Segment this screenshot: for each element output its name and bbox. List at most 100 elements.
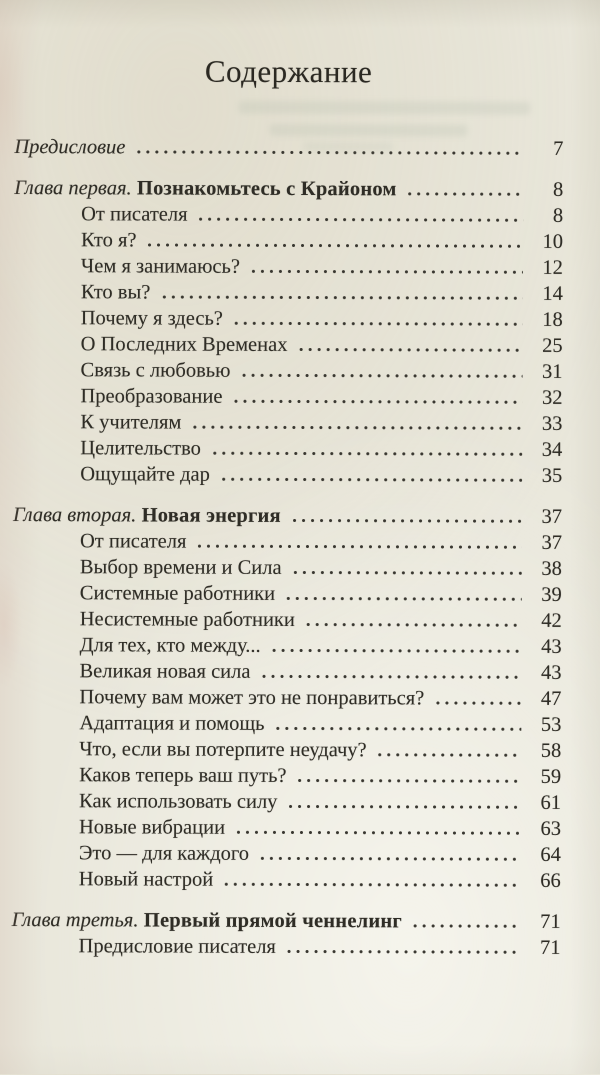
toc-entry: Глава третья. Первый прямой ченнелинг 71: [12, 907, 561, 935]
toc-entry-label: К учителям: [80, 411, 182, 434]
toc-entry-label: Системные работники: [79, 582, 276, 605]
toc-entry: Системные работники 39: [13, 580, 562, 608]
toc-entry-label: Предисловие писателя: [78, 935, 276, 958]
dot-leader: [220, 866, 521, 894]
dot-leader: [216, 461, 523, 489]
toc-page-number: 25: [542, 334, 563, 357]
dot-leader: [403, 176, 524, 203]
toc-entry-label: О Последних Временах: [80, 333, 288, 356]
dot-leader: [287, 502, 523, 530]
toc-entry: Глава вторая. Новая энергия 37: [13, 502, 562, 530]
toc-page-number: 18: [542, 308, 563, 331]
toc-entry: Связь с любовью 31: [14, 357, 563, 385]
toc-entry-label: Связь с любовью: [80, 359, 231, 382]
page-title: Содержание: [204, 53, 373, 90]
dot-leader: [188, 409, 523, 437]
toc-entry: Кто вы? 14: [14, 279, 563, 307]
dot-leader: [246, 253, 523, 281]
dot-leader: [207, 435, 523, 463]
table-of-contents: Предисловие 7 Глава первая. Познакомьтесь …: [12, 134, 564, 961]
toc-entry: Ощущайте дар 35: [13, 461, 562, 489]
toc-page-number: 38: [541, 557, 562, 580]
dot-leader: [431, 685, 522, 712]
toc-entry-label: Глава первая. Познакомьтесь с Крайоном: [14, 177, 397, 201]
dot-leader: [229, 383, 523, 411]
toc-entry-label: Кто я?: [80, 229, 137, 252]
toc-page-number: 8: [552, 178, 564, 201]
toc-entry-label: Глава третья. Первый прямой ченнелинг: [11, 908, 402, 933]
toc-entry: От писателя 37: [13, 528, 562, 556]
toc-entry: От писателя 8: [14, 201, 563, 229]
toc-entry-label: Чем я занимаюсь?: [80, 255, 240, 278]
toc-entry: Целительство 34: [13, 435, 562, 463]
toc-page-number: 37: [541, 505, 563, 528]
toc-entry: Это — для каждого 64: [12, 840, 561, 868]
toc-entry-label: Новые вибрации: [78, 816, 226, 839]
toc-page-number: 14: [542, 282, 563, 305]
toc-page-number: 43: [540, 661, 562, 684]
toc-entry-label: Кто вы?: [80, 281, 151, 304]
toc-entry: Чем я занимаюсь? 12: [14, 253, 563, 281]
toc-page-number: 58: [540, 739, 562, 762]
toc-entry: Почему вам может это не понравиться? 47: [12, 684, 561, 712]
dot-leader: [237, 357, 523, 385]
toc-entry: Кто я? 10: [14, 227, 563, 255]
toc-entry-label: Ощущайте дар: [80, 463, 210, 486]
dot-leader: [408, 908, 521, 935]
dot-leader: [157, 279, 523, 307]
toc-page-number: 64: [540, 843, 561, 866]
dot-leader: [194, 201, 524, 229]
toc-entry: Для тех, кто между... 43: [13, 632, 562, 660]
toc-page-number: 34: [541, 438, 563, 461]
toc-entry: Как использовать силу 61: [12, 788, 561, 816]
toc-entry: Каков теперь ваш путь? 59: [12, 762, 561, 790]
dot-leader: [284, 788, 522, 816]
dot-leader: [267, 632, 522, 660]
toc-entry-label: Адаптация и помощь: [79, 712, 265, 735]
dot-leader: [232, 814, 522, 842]
toc-entry: Почему я здесь? 18: [14, 305, 563, 333]
toc-entry-label: Новый настрой: [78, 868, 214, 891]
toc-entry: Преобразование 32: [13, 383, 563, 411]
dot-leader: [257, 658, 522, 686]
toc-entry-label: Целительство: [80, 437, 201, 460]
toc-entry-label: Великая новая сила: [79, 660, 251, 683]
toc-entry-label: Глава вторая. Новая энергия: [13, 503, 281, 527]
dot-leader: [193, 528, 523, 556]
toc-entry-label: Что, если вы потерпите неудачу?: [79, 738, 367, 762]
toc-page-number: 61: [540, 791, 562, 814]
toc-entry: Новый настрой 66: [12, 866, 561, 894]
toc-page-number: 59: [540, 765, 562, 788]
toc-page-number: 37: [541, 531, 563, 554]
toc-page-number: 42: [541, 609, 562, 632]
toc-entry: О Последних Временах 25: [14, 331, 563, 359]
toc-page-number: 71: [540, 936, 561, 959]
toc-entry-label: Предисловие: [14, 136, 126, 159]
toc-entry-label: От писателя: [79, 530, 187, 553]
toc-entry: К учителям 33: [13, 409, 562, 437]
toc-entry-label: Несистемные работники: [79, 608, 295, 631]
dot-leader: [301, 607, 522, 634]
toc-page-number: 10: [542, 230, 564, 253]
toc-entry-label: Это — для каждого: [78, 842, 250, 865]
toc-entry-label: Как использовать силу: [79, 790, 278, 813]
dot-leader: [271, 710, 522, 738]
toc-page-number: 33: [541, 412, 563, 435]
dot-leader: [373, 737, 522, 764]
toc-entry-label: Для тех, кто между...: [79, 634, 261, 657]
toc-entry-label: Почему я здесь?: [80, 307, 223, 330]
toc-page-number: 39: [541, 583, 562, 606]
toc-page-number: 71: [540, 910, 561, 933]
toc-page-number: 31: [542, 360, 563, 383]
dot-leader: [288, 554, 522, 582]
toc-entry: Предисловие писателя 71: [12, 933, 561, 961]
dot-leader: [293, 762, 522, 790]
toc-entry: Новые вибрации 63: [12, 814, 561, 842]
toc-entry: Адаптация и помощь 53: [12, 710, 561, 738]
toc-entry: Несистемные работники 42: [13, 606, 562, 634]
toc-page-number: 12: [542, 256, 563, 279]
dot-leader: [143, 227, 524, 255]
toc-entry: Великая новая сила 43: [12, 658, 562, 686]
toc-page-number: 32: [541, 386, 563, 409]
